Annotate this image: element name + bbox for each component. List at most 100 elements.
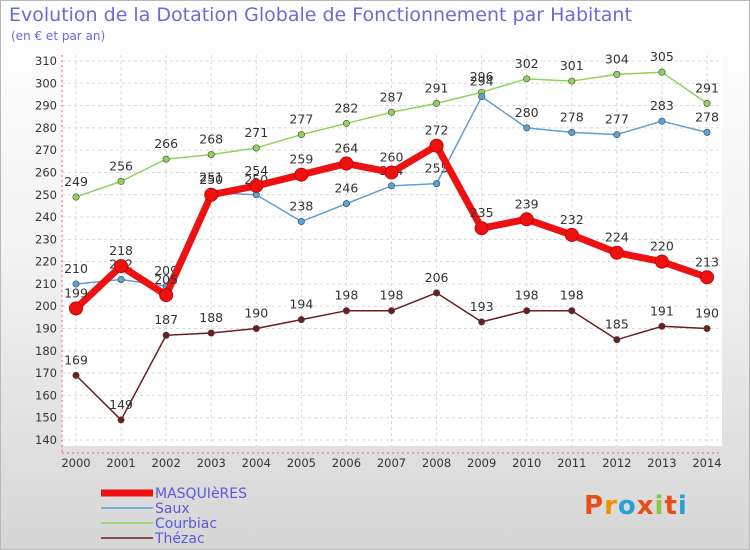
data-point-th-zac xyxy=(387,307,395,315)
data-point-saux xyxy=(342,200,350,208)
series-th-zac: 169 149 187 188 190 194 198 198 206 193 198 198 185 1… xyxy=(64,270,719,424)
data-point-masqui-res xyxy=(114,259,129,274)
data-point-courbiac xyxy=(207,151,215,159)
data-point-saux xyxy=(433,180,441,188)
data-point-th-zac xyxy=(433,289,441,297)
logo-letter: x xyxy=(636,491,655,521)
data-point-th-zac xyxy=(568,307,576,315)
x-tick-label: 2001 xyxy=(106,456,135,470)
logo-letter: P xyxy=(584,491,605,521)
data-label-courbiac: 296 xyxy=(470,69,494,84)
data-point-courbiac xyxy=(703,99,711,107)
proxiti-logo: Proxiti xyxy=(584,491,688,521)
data-label-th-zac: 198 xyxy=(515,288,539,303)
data-label-courbiac: 301 xyxy=(560,58,584,73)
data-label-masqui-res: 239 xyxy=(515,196,539,211)
data-label-masqui-res: 205 xyxy=(154,272,178,287)
data-label-masqui-res: 260 xyxy=(380,149,404,164)
data-point-saux xyxy=(117,275,125,283)
y-tick-label: 170 xyxy=(35,366,57,380)
data-point-saux xyxy=(523,124,531,132)
data-point-th-zac xyxy=(72,371,80,379)
data-point-masqui-res xyxy=(339,156,354,171)
data-label-courbiac: 291 xyxy=(425,80,449,95)
data-label-saux: 277 xyxy=(605,112,629,127)
data-label-saux: 294 xyxy=(470,74,494,89)
data-label-courbiac: 302 xyxy=(515,56,539,71)
data-label-courbiac: 304 xyxy=(605,51,629,66)
data-label-masqui-res: 232 xyxy=(560,212,584,227)
data-label-courbiac: 249 xyxy=(64,174,88,189)
x-tick-label: 2004 xyxy=(242,456,271,470)
y-tick-label: 260 xyxy=(35,165,57,179)
x-tick-label: 2006 xyxy=(332,456,361,470)
data-label-saux: 251 xyxy=(199,170,223,185)
y-tick-label: 190 xyxy=(35,322,57,336)
y-tick-label: 150 xyxy=(35,411,57,425)
logo-letter: t xyxy=(664,491,678,521)
y-tick-label: 230 xyxy=(35,232,57,246)
data-label-masqui-res: 220 xyxy=(650,239,674,254)
data-point-th-zac xyxy=(478,318,486,326)
legend-label-masqui-res: MASQUIèRES xyxy=(155,486,247,502)
x-tick-label: 2005 xyxy=(287,456,316,470)
data-label-th-zac: 194 xyxy=(289,297,313,312)
data-label-masqui-res: 250 xyxy=(199,172,223,187)
data-point-courbiac xyxy=(387,108,395,116)
x-tick-label: 2012 xyxy=(602,456,631,470)
x-tick-label: 2007 xyxy=(377,456,406,470)
y-tick-label: 180 xyxy=(35,344,57,358)
logo-letter: i xyxy=(677,491,688,521)
series-courbiac: 249 256 266 268 271 277 282 287 291 296 302 301 304 3… xyxy=(64,49,719,201)
data-point-saux xyxy=(613,131,621,139)
chart-title: Evolution de la Dotation Globale de Fonc… xyxy=(9,4,632,26)
data-label-courbiac: 277 xyxy=(289,112,313,127)
data-point-masqui-res xyxy=(249,178,264,193)
logo-letter: o xyxy=(617,491,637,521)
data-point-th-zac xyxy=(117,416,125,424)
data-point-th-zac xyxy=(207,329,215,337)
data-label-saux: 255 xyxy=(425,161,449,176)
data-label-courbiac: 305 xyxy=(650,49,674,64)
data-label-th-zac: 191 xyxy=(650,303,674,318)
data-point-th-zac xyxy=(658,322,666,330)
data-point-courbiac xyxy=(658,68,666,76)
data-point-saux xyxy=(297,218,305,226)
x-tick-label: 2000 xyxy=(61,456,90,470)
series-saux: 2102122092512502382462542552942802782772… xyxy=(64,74,719,290)
series-masqui-res: 199 218 205 250 254 259 264 260 272 235 239 232 224 2… xyxy=(64,123,719,316)
chart-subtitle: (en € et par an) xyxy=(11,29,106,43)
data-point-masqui-res xyxy=(69,301,83,316)
data-point-saux xyxy=(703,128,711,136)
x-tick-label: 2013 xyxy=(647,456,676,470)
data-point-saux xyxy=(658,117,666,125)
logo-letter: r xyxy=(604,491,618,521)
data-point-courbiac xyxy=(162,155,170,163)
data-label-courbiac: 287 xyxy=(380,89,404,104)
y-tick-label: 310 xyxy=(35,54,57,68)
data-label-saux: 238 xyxy=(289,199,313,214)
data-point-th-zac xyxy=(342,307,350,315)
data-point-courbiac xyxy=(117,177,125,185)
x-tick-label: 2003 xyxy=(197,456,226,470)
data-label-th-zac: 190 xyxy=(244,306,268,321)
data-point-masqui-res xyxy=(519,212,534,227)
data-label-th-zac: 193 xyxy=(470,299,494,314)
data-point-courbiac xyxy=(568,77,576,85)
data-label-th-zac: 187 xyxy=(154,312,178,327)
y-tick-label: 280 xyxy=(35,121,57,135)
x-tick-label: 2014 xyxy=(692,456,721,470)
data-label-courbiac: 291 xyxy=(695,80,719,95)
x-tick-label: 2011 xyxy=(557,456,586,470)
data-point-courbiac xyxy=(523,75,531,83)
data-point-masqui-res xyxy=(429,138,444,153)
data-label-masqui-res: 235 xyxy=(470,205,494,220)
data-label-saux: 210 xyxy=(64,261,88,276)
data-point-courbiac xyxy=(613,70,621,78)
data-label-courbiac: 256 xyxy=(109,158,133,173)
legend-label-courbiac: Courbiac xyxy=(155,516,217,532)
data-label-saux: 246 xyxy=(334,181,358,196)
data-point-masqui-res xyxy=(159,288,174,303)
